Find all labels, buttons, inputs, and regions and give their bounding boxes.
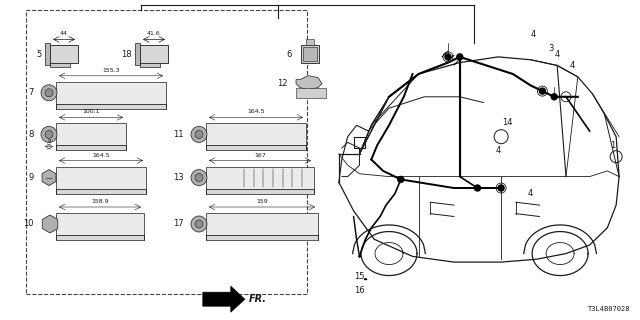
- Polygon shape: [296, 76, 322, 90]
- Circle shape: [195, 220, 203, 228]
- Bar: [206, 213, 318, 235]
- Text: 16: 16: [354, 286, 365, 295]
- Text: 13: 13: [173, 173, 184, 182]
- Bar: [296, 88, 326, 98]
- Bar: [206, 188, 314, 194]
- Bar: [56, 235, 144, 240]
- Text: 9: 9: [29, 173, 34, 182]
- Text: 14: 14: [502, 118, 512, 127]
- Text: 4: 4: [528, 189, 533, 198]
- Text: 41.6: 41.6: [147, 31, 161, 36]
- Circle shape: [551, 94, 557, 100]
- Bar: [306, 39, 314, 45]
- Text: 8: 8: [29, 130, 34, 139]
- Text: 164.5: 164.5: [247, 109, 265, 114]
- Bar: [56, 104, 166, 109]
- Bar: [206, 167, 314, 188]
- Polygon shape: [42, 215, 58, 233]
- Text: 10: 10: [24, 220, 34, 228]
- Text: 4: 4: [554, 50, 560, 59]
- Circle shape: [191, 126, 207, 142]
- Bar: [56, 124, 126, 145]
- Text: 11: 11: [173, 130, 184, 139]
- Bar: [45, 44, 50, 65]
- Bar: [206, 235, 318, 240]
- Text: 4: 4: [495, 147, 500, 156]
- Text: 9: 9: [47, 139, 51, 144]
- Text: 4: 4: [569, 61, 575, 70]
- Bar: [135, 44, 140, 65]
- Bar: [50, 63, 70, 68]
- Text: 3: 3: [548, 44, 554, 53]
- Circle shape: [540, 88, 545, 94]
- Circle shape: [45, 130, 53, 138]
- Polygon shape: [203, 286, 244, 312]
- Text: FR.: FR.: [249, 294, 267, 304]
- Text: 5: 5: [36, 50, 42, 59]
- Circle shape: [41, 126, 57, 142]
- Bar: [56, 188, 146, 194]
- Polygon shape: [42, 170, 56, 186]
- Circle shape: [195, 173, 203, 181]
- Text: 167: 167: [254, 153, 266, 157]
- Text: 155.3: 155.3: [102, 68, 120, 73]
- Bar: [303, 47, 317, 61]
- Circle shape: [498, 185, 504, 191]
- Circle shape: [195, 130, 203, 138]
- Text: 17: 17: [173, 220, 184, 228]
- Bar: [26, 10, 307, 294]
- Circle shape: [398, 176, 404, 182]
- Circle shape: [457, 54, 463, 60]
- Bar: [56, 167, 146, 188]
- Text: 1: 1: [611, 141, 616, 150]
- Circle shape: [474, 185, 481, 191]
- Bar: [56, 82, 166, 104]
- Bar: [301, 45, 319, 63]
- Bar: [50, 45, 78, 63]
- Circle shape: [445, 54, 451, 60]
- Circle shape: [191, 170, 207, 186]
- Bar: [56, 145, 126, 150]
- Text: 100.1: 100.1: [83, 109, 100, 114]
- Circle shape: [191, 216, 207, 232]
- Bar: [140, 45, 168, 63]
- Text: 158.9: 158.9: [91, 199, 109, 204]
- Bar: [56, 213, 144, 235]
- Text: 159: 159: [256, 199, 268, 204]
- Text: 164.5: 164.5: [92, 153, 110, 157]
- Bar: [140, 63, 159, 68]
- Bar: [206, 124, 306, 145]
- Text: 18: 18: [122, 50, 132, 59]
- Circle shape: [41, 85, 57, 101]
- Text: 15: 15: [355, 272, 365, 281]
- Circle shape: [45, 89, 53, 97]
- Text: 4: 4: [531, 30, 536, 39]
- Text: 12: 12: [278, 79, 288, 88]
- Text: 7: 7: [29, 88, 34, 97]
- Text: T3L4B07028: T3L4B07028: [588, 306, 630, 312]
- Bar: [206, 145, 306, 150]
- Text: 44: 44: [60, 31, 68, 36]
- Text: 6: 6: [287, 50, 292, 59]
